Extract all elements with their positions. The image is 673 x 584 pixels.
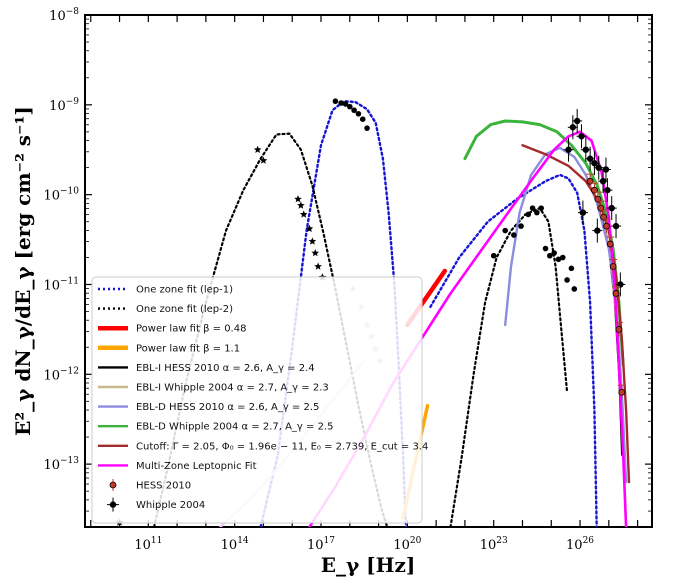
whipple-point: [602, 166, 610, 173]
data-point: [502, 227, 509, 234]
data-point: [511, 232, 517, 238]
legend-label: EBL-I Whipple 2004 α = 2.7, A_γ = 2.3: [136, 383, 329, 394]
data-point: [542, 245, 549, 252]
y-tick-label: 10−11: [43, 276, 79, 293]
whipple-point: [595, 164, 602, 171]
data-point-star: [305, 224, 314, 232]
hess-point: [603, 222, 610, 230]
data-point: [551, 250, 557, 256]
whipple-point: [604, 186, 611, 194]
whipple-point: [594, 227, 601, 234]
whipple-point: [579, 209, 587, 216]
legend-box: [91, 276, 423, 524]
whipple-point: [582, 146, 590, 153]
data-point: [547, 252, 553, 259]
data-point: [538, 205, 544, 211]
data-point: [564, 277, 570, 283]
data-point: [351, 107, 357, 114]
y-axis-label: E²_γ dN_γ/dE_γ [erg cm⁻² s⁻¹]: [11, 106, 35, 436]
x-axis-title: E_γ [Hz]: [321, 553, 416, 577]
legend-label: EBL-D Whipple 2004 α = 2.7, A_γ = 2.5: [136, 422, 334, 433]
hess-point: [606, 240, 614, 248]
whipple-point: [608, 204, 615, 212]
whipple-point: [565, 146, 572, 153]
data-point-star: [297, 201, 305, 209]
whipple-point: [578, 133, 585, 140]
data-point-star: [314, 262, 322, 270]
data-point-star: [294, 195, 302, 203]
data-point: [359, 116, 366, 122]
data-point: [525, 211, 532, 218]
y-tick-label: 10−9: [49, 97, 79, 114]
hess-point: [609, 263, 617, 270]
data-point: [518, 223, 524, 229]
legend-label: Multi-Zone Leptopnic Fit: [136, 461, 257, 472]
hess-point: [618, 388, 626, 396]
data-point: [559, 254, 566, 261]
data-point: [355, 111, 362, 117]
legend-label: Cutoff: Γ = 2.05, Φ₀ = 1.96e − 11, E₀ = …: [136, 441, 428, 452]
legend-label: One zone fit (lep-1): [136, 285, 233, 296]
legend-label: Power law fit β = 1.1: [136, 343, 240, 354]
legend-label: HESS 2010: [136, 481, 191, 492]
y-tick-label: 10−13: [43, 456, 79, 473]
legend-label: EBL-D HESS 2010 α = 2.6, A_γ = 2.5: [136, 402, 319, 413]
x-axis-label: E_γ [Hz]: [321, 553, 416, 577]
y-tick-label: 10−10: [43, 187, 79, 204]
x-tick-label: 1017: [307, 536, 335, 553]
data-point-star: [299, 210, 308, 218]
data-point-star: [253, 145, 262, 153]
x-tick-label: 1020: [393, 536, 421, 553]
legend-marker: [109, 501, 117, 508]
data-point-star: [308, 237, 317, 245]
data-point: [529, 205, 536, 211]
data-point-star: [311, 249, 320, 257]
data-point: [534, 209, 540, 216]
x-tick-label: 1023: [480, 536, 508, 553]
data-point: [571, 286, 578, 292]
data-point: [332, 98, 339, 105]
whipple-point: [569, 124, 577, 131]
data-point: [364, 125, 370, 131]
legend-label: EBL-I HESS 2010 α = 2.6, A_γ = 2.4: [136, 363, 315, 374]
y-tick-label: 10−8: [49, 7, 79, 24]
hess-point: [615, 325, 623, 333]
x-tick-label: 1026: [566, 536, 594, 553]
legend: One zone fit (lep-1) One zone fit (lep-2)…: [91, 276, 428, 524]
scatter-layer: [115, 98, 626, 526]
whipple-point: [591, 160, 598, 167]
hess-point: [612, 290, 620, 297]
legend-label: Whipple 2004: [136, 500, 205, 511]
data-point: [338, 100, 344, 106]
data-point: [568, 265, 575, 272]
whipple-point: [586, 155, 594, 162]
data-point: [342, 101, 349, 107]
x-tick-label: 1014: [221, 536, 249, 553]
legend-label: One zone fit (lep-2): [136, 304, 233, 315]
y-axis-title: E²_γ dN_γ/dE_γ [erg cm⁻² s⁻¹]: [11, 106, 35, 436]
data-point: [555, 256, 562, 263]
data-point-star: [259, 156, 268, 164]
whipple-point: [612, 222, 620, 230]
legend-label: Power law fit β = 0.48: [136, 324, 246, 335]
y-tick-label: 10−12: [43, 366, 79, 383]
data-point: [490, 252, 497, 259]
legend-marker: [109, 481, 117, 489]
whipple-point: [573, 117, 581, 125]
whipple-point: [599, 177, 607, 185]
series-line-1: [429, 173, 598, 527]
data-point: [346, 103, 353, 110]
x-tick-label: 1011: [134, 536, 162, 553]
